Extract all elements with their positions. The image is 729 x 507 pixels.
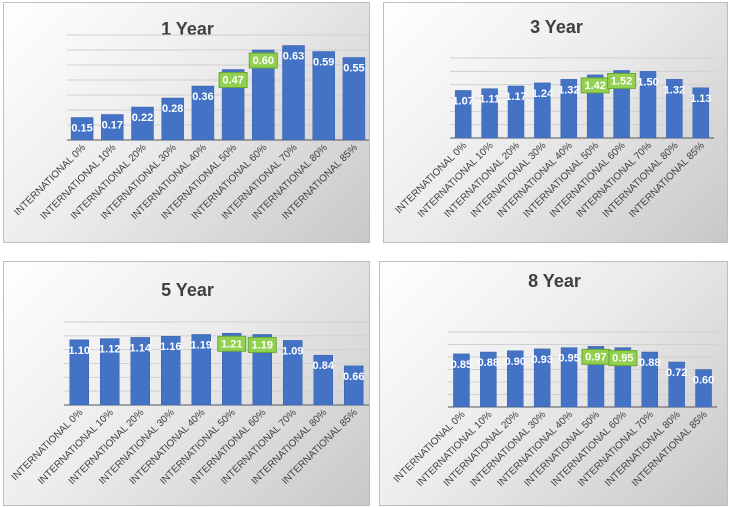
data-label: 0.60 (253, 55, 274, 67)
bar (481, 88, 498, 139)
data-label: 0.17 (102, 120, 123, 132)
data-label: 1.50 (637, 76, 658, 88)
data-label: 0.93 (531, 354, 552, 366)
bar (480, 351, 497, 408)
data-label: 1.19 (191, 339, 212, 351)
chart-panel-1-year: 1 Year 0.15 INTERNATIONAL 0% 0.17 INTERNATIO… (3, 2, 370, 243)
data-label: 0.97 (585, 351, 606, 363)
data-label: 0.15 (71, 123, 92, 135)
bar (101, 114, 124, 141)
data-label: 1.24 (532, 88, 554, 100)
data-label-highlight-box (607, 72, 637, 89)
bar (507, 85, 525, 139)
data-label: 0.95 (558, 353, 579, 365)
bar (454, 90, 472, 139)
bar (695, 369, 712, 408)
data-label: 0.59 (313, 57, 334, 69)
chart-title: 1 Year (161, 19, 214, 39)
data-label: 1.52 (611, 75, 632, 87)
bar (342, 57, 366, 141)
bar (312, 51, 335, 141)
data-label: 0.60 (693, 375, 714, 387)
data-label: 0.84 (313, 360, 335, 372)
data-label: 1.42 (584, 80, 605, 92)
data-label: 1.14 (130, 342, 152, 354)
bar (534, 82, 551, 139)
data-label-highlight-box (608, 350, 638, 367)
data-label: 0.72 (666, 367, 687, 379)
data-label: 0.55 (343, 63, 364, 75)
bar (668, 361, 685, 408)
bar (453, 353, 470, 408)
data-label: 1.07 (452, 95, 473, 107)
bar (560, 347, 578, 408)
data-label: 0.63 (283, 51, 304, 63)
bar (283, 340, 303, 406)
data-label: 1.19 (252, 339, 273, 351)
bar (344, 365, 364, 406)
bar (161, 335, 181, 406)
data-label: 0.88 (478, 357, 499, 369)
chart-title: 5 Year (161, 280, 214, 300)
data-label-highlight-box (247, 336, 277, 353)
bar (100, 338, 120, 406)
data-label-highlight-box (218, 72, 248, 88)
data-label: 0.66 (343, 371, 364, 383)
data-label: 0.90 (505, 356, 526, 368)
chart-title: 3 Year (530, 17, 583, 37)
bar (161, 97, 184, 141)
data-label: 1.11 (479, 94, 500, 106)
data-label: 1.16 (160, 341, 181, 353)
data-label: 0.88 (639, 357, 660, 369)
bar (282, 45, 305, 141)
data-label-highlight-box (248, 52, 278, 69)
chart-title: 8 Year (528, 271, 581, 291)
bar (692, 87, 710, 139)
data-label: 1.10 (69, 345, 90, 357)
data-label: 0.36 (192, 91, 213, 103)
bar (70, 117, 94, 141)
data-label: 1.13 (690, 93, 711, 105)
chart-panel-5-year: 5 Year 1.10 INTERNATIONAL 0% 1.12 INTERNATIO… (3, 261, 370, 506)
data-label: 0.85 (451, 359, 472, 371)
data-label: 1.12 (99, 344, 120, 356)
bar (191, 334, 211, 406)
data-label: 0.28 (162, 103, 183, 115)
bar (507, 350, 524, 408)
bar (252, 49, 275, 141)
data-label: 0.22 (132, 112, 153, 124)
bar (131, 106, 154, 141)
data-label: 1.17 (505, 91, 526, 103)
chart-panel-8-year: 8 Year 0.85 INTERNATIONAL 0% 0.88 INTERNATIO… (379, 261, 728, 506)
data-label: 0.95 (612, 353, 633, 365)
data-label-highlight-box (217, 335, 247, 352)
data-label: 1.09 (282, 345, 303, 357)
data-label: 1.32 (664, 84, 685, 96)
bar (560, 79, 578, 139)
bar (533, 348, 551, 408)
bar (639, 71, 657, 139)
bar (191, 85, 215, 141)
bar (313, 354, 333, 406)
data-label: 1.21 (221, 338, 242, 350)
data-label: 1.32 (558, 84, 579, 96)
chart-panel-3-year: 3 Year 1.07 INTERNATIONAL 0% 1.11 INTERNATIO… (383, 2, 728, 243)
bar (130, 337, 150, 406)
bar (666, 79, 683, 139)
bar (641, 351, 658, 408)
bar (69, 339, 89, 406)
data-label: 0.47 (222, 75, 243, 87)
